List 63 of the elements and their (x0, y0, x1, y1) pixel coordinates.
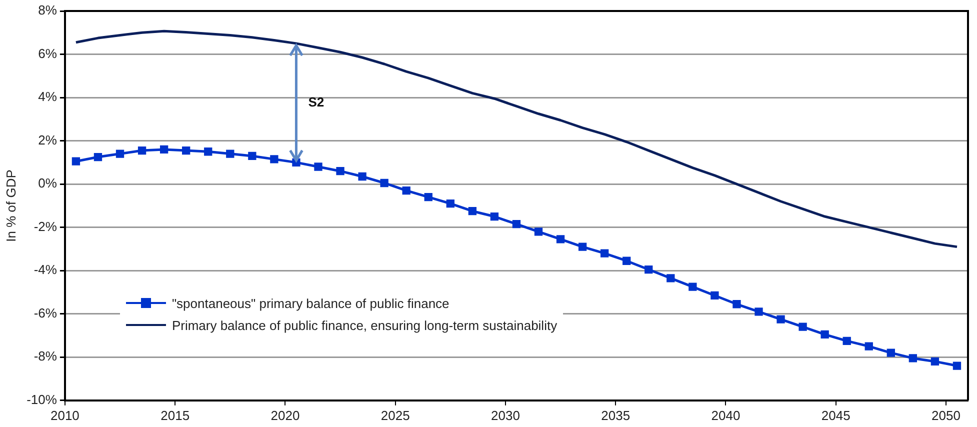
point (798, 322, 807, 331)
point (160, 145, 168, 154)
point (72, 157, 80, 166)
point (248, 152, 256, 160)
annotation: S2 (308, 94, 324, 110)
point (666, 274, 675, 282)
point (116, 150, 124, 158)
point (534, 228, 543, 236)
y-tick-label: 2% (38, 132, 58, 148)
y-tick-label: 8% (38, 2, 58, 18)
x-tick-label: 2025 (380, 408, 410, 423)
point (358, 172, 366, 181)
x-tick-label: 2035 (601, 408, 630, 423)
point (556, 235, 565, 244)
point (468, 207, 476, 216)
point (138, 146, 146, 155)
point (908, 354, 918, 362)
x-tick-label: 2015 (160, 408, 190, 423)
point (930, 357, 940, 366)
x-tick-label: 2040 (711, 408, 740, 423)
y-tick-label: 0% (38, 176, 58, 191)
legend-label: "spontaneous" primary balance of public finance (172, 296, 450, 311)
point (952, 362, 962, 370)
point (446, 199, 454, 208)
point (182, 146, 190, 155)
y-tick-label: -8% (34, 348, 58, 364)
point (314, 162, 322, 171)
point (270, 155, 278, 164)
x-tick-label: 2010 (50, 408, 80, 423)
y-axis-title: In % of GDP (3, 170, 18, 242)
point (688, 282, 697, 291)
point (94, 152, 102, 162)
point (600, 249, 609, 258)
point (204, 148, 212, 156)
point (644, 265, 653, 274)
point (380, 178, 388, 188)
x-tick-label: 2045 (821, 408, 850, 423)
point (490, 212, 499, 221)
y-tick-label: -6% (34, 305, 58, 320)
point (886, 348, 895, 357)
point (512, 220, 521, 228)
point (336, 167, 344, 176)
point (820, 330, 829, 338)
point (402, 186, 410, 195)
point (578, 242, 587, 251)
x-tick-label: 2030 (491, 408, 520, 423)
legend-label: Primary balance of public finance, ensuring long-term sustainability (172, 318, 558, 333)
y-tick-label: -4% (34, 262, 58, 278)
y-tick-label: -2% (34, 218, 58, 234)
x-tick-label: 2050 (932, 408, 960, 423)
point (842, 336, 851, 345)
point (732, 300, 741, 308)
y-tick-label: -10% (26, 392, 58, 407)
point (776, 315, 785, 324)
y-tick-label: 4% (38, 89, 58, 104)
y-tick-label: 6% (38, 46, 58, 61)
point (424, 192, 432, 202)
point (622, 256, 631, 265)
x-tick-label: 2020 (270, 408, 300, 423)
point (864, 342, 873, 350)
point (754, 308, 763, 316)
point (710, 291, 719, 300)
point (226, 150, 234, 158)
